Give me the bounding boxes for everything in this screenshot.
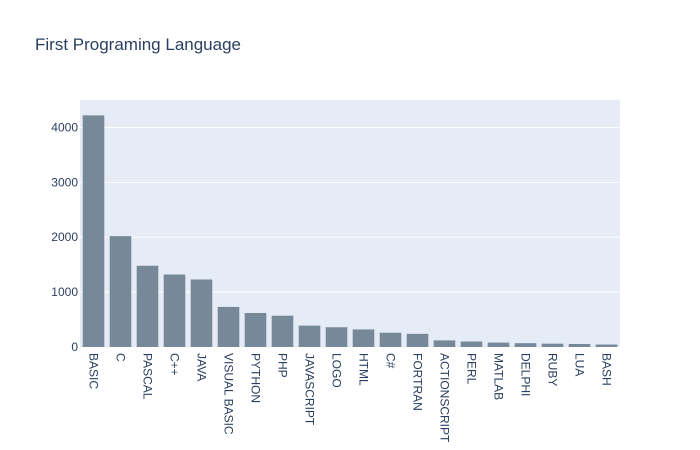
y-axis-ticks: 0 1000 2000 3000 4000 — [51, 120, 78, 354]
x-tick-label: PYTHON — [248, 353, 262, 403]
bar-ruby — [541, 343, 564, 347]
x-tick-label: LOGO — [329, 353, 343, 388]
y-tick-label: 3000 — [51, 175, 78, 189]
x-tick-label: PHP — [275, 353, 289, 378]
y-tick-label: 0 — [71, 340, 78, 354]
bars — [82, 115, 618, 347]
x-tick-label: PERL — [464, 353, 478, 385]
bar-html — [352, 329, 375, 347]
bar-java — [190, 279, 213, 347]
chart-title: First Programing Language — [35, 35, 241, 54]
x-tick-label: RUBY — [545, 353, 559, 386]
bar-c — [109, 236, 132, 347]
bar-bash — [595, 344, 618, 347]
bar-lua — [568, 343, 591, 347]
x-tick-label: C++ — [167, 353, 181, 376]
bar-c- — [379, 332, 402, 347]
bar-python — [244, 312, 267, 347]
bar-pascal — [136, 265, 159, 347]
y-tick-label: 2000 — [51, 230, 78, 244]
y-tick-label: 1000 — [51, 285, 78, 299]
x-tick-label: C# — [383, 353, 397, 369]
bar-c- — [163, 274, 186, 347]
bar-logo — [325, 327, 348, 347]
x-tick-label: BASH — [599, 353, 613, 386]
y-tick-label: 4000 — [51, 120, 78, 134]
bar-basic — [82, 115, 105, 347]
x-tick-label: JAVA — [194, 353, 208, 381]
x-tick-label: BASIC — [86, 353, 100, 389]
bar-perl — [460, 341, 483, 347]
x-tick-label: C — [113, 353, 127, 362]
bar-matlab — [487, 342, 510, 347]
bar-javascript — [298, 325, 321, 347]
x-tick-label: ACTIONSCRIPT — [437, 353, 451, 443]
x-tick-label: HTML — [356, 353, 370, 386]
plot-area — [80, 100, 620, 347]
x-tick-label: JAVASCRIPT — [302, 353, 316, 426]
bar-actionscript — [433, 340, 456, 347]
bar-fortran — [406, 333, 429, 347]
bar-visual-basic — [217, 306, 240, 347]
x-tick-label: FORTRAN — [410, 353, 424, 411]
x-tick-label: MATLAB — [491, 353, 505, 400]
gridlines — [80, 126, 620, 293]
bar-delphi — [514, 343, 537, 347]
x-tick-label: LUA — [572, 353, 586, 376]
bar-php — [271, 315, 294, 347]
x-tick-label: DELPHI — [518, 353, 532, 396]
x-tick-label: VISUAL BASIC — [221, 353, 235, 435]
x-tick-label: PASCAL — [140, 353, 154, 400]
x-axis-ticks: BASIC C PASCAL C++ JAVA VISUAL BASIC PYTHON PHP… — [86, 353, 613, 443]
